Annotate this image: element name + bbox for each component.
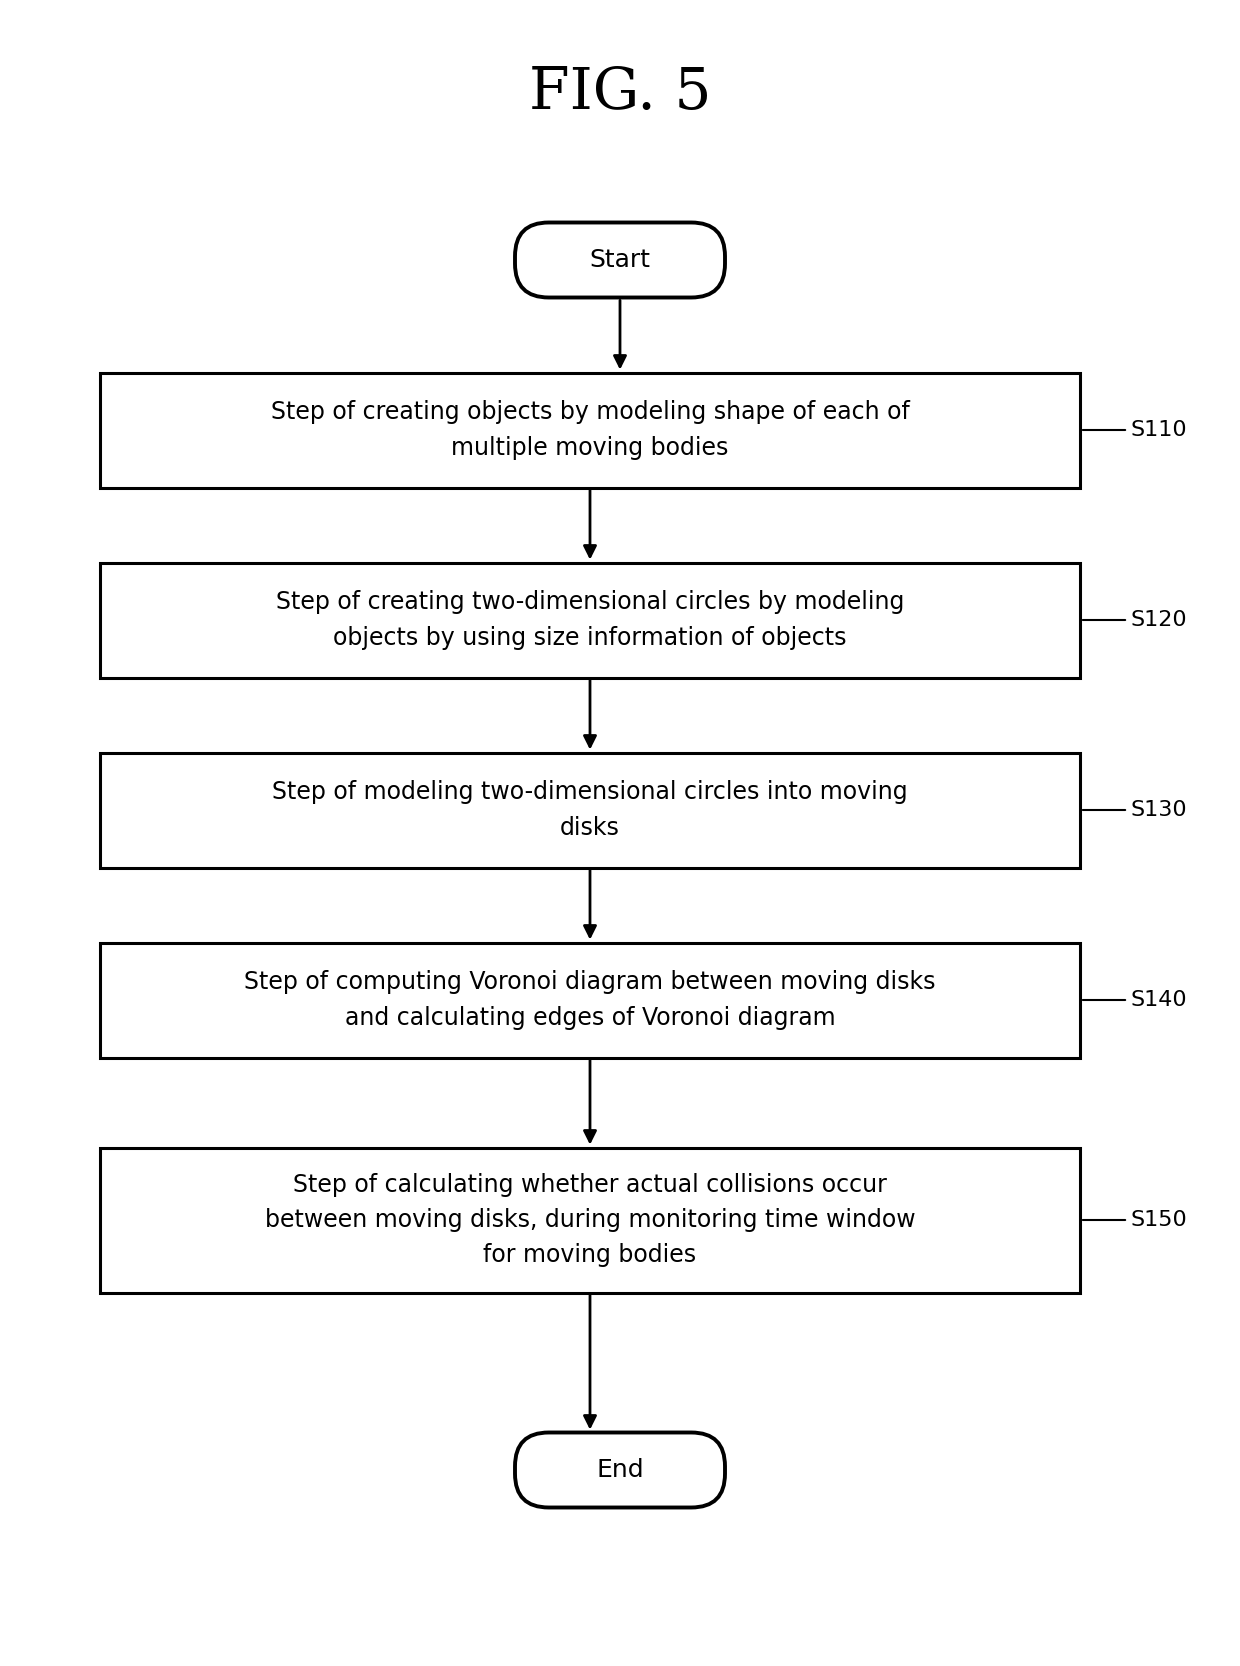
Text: S150: S150 — [1130, 1210, 1187, 1230]
Text: S120: S120 — [1130, 610, 1187, 630]
Text: Step of creating objects by modeling shape of each of
multiple moving bodies: Step of creating objects by modeling sha… — [270, 400, 909, 460]
FancyBboxPatch shape — [100, 943, 1080, 1058]
Text: S140: S140 — [1130, 990, 1187, 1010]
FancyBboxPatch shape — [515, 223, 725, 298]
FancyBboxPatch shape — [100, 563, 1080, 678]
Text: Step of computing Voronoi diagram between moving disks
and calculating edges of : Step of computing Voronoi diagram betwee… — [244, 970, 936, 1030]
Text: S110: S110 — [1130, 420, 1187, 440]
Text: S130: S130 — [1130, 800, 1187, 820]
FancyBboxPatch shape — [100, 373, 1080, 488]
FancyBboxPatch shape — [515, 1433, 725, 1508]
FancyBboxPatch shape — [100, 1148, 1080, 1293]
Text: End: End — [596, 1458, 644, 1483]
Text: Step of creating two-dimensional circles by modeling
objects by using size infor: Step of creating two-dimensional circles… — [275, 590, 904, 650]
Text: FIG. 5: FIG. 5 — [528, 65, 712, 122]
Text: Start: Start — [589, 248, 651, 272]
FancyBboxPatch shape — [100, 753, 1080, 868]
Text: Step of calculating whether actual collisions occur
between moving disks, during: Step of calculating whether actual colli… — [264, 1173, 915, 1268]
Text: Step of modeling two-dimensional circles into moving
disks: Step of modeling two-dimensional circles… — [273, 780, 908, 840]
